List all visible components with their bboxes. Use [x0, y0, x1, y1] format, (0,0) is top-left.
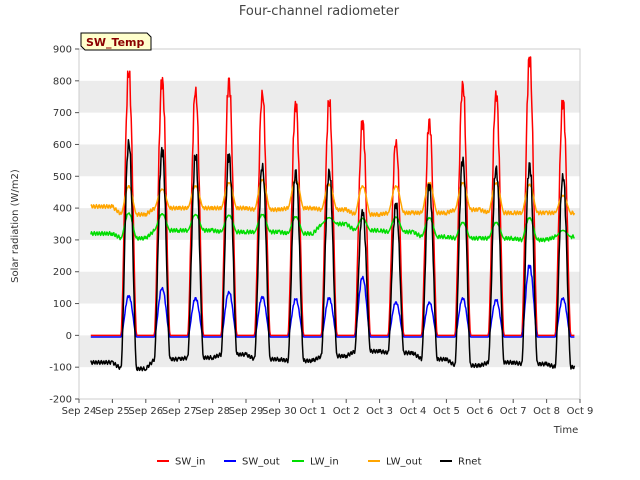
series-lines — [90, 56, 576, 372]
y-tick-label: 0 — [66, 331, 72, 342]
y-tick-label: -100 — [49, 363, 72, 374]
x-tick-label: Sep 30 — [262, 406, 297, 417]
x-tick-label: Oct 8 — [533, 406, 560, 417]
tag-box — [80, 32, 152, 51]
x-tick-label: Oct 2 — [333, 406, 360, 417]
legend-label: LW_in — [310, 457, 339, 468]
y-tick-label: -200 — [49, 395, 72, 406]
x-tick-label: Oct 1 — [299, 406, 326, 417]
series-line-sw-out — [90, 264, 575, 338]
y-tick-label: 100 — [53, 299, 72, 310]
legend-label: LW_out — [386, 457, 422, 468]
y-tick-label: 800 — [53, 76, 72, 87]
x-tick-label: Oct 7 — [500, 406, 527, 417]
x-tick-label: Sep 28 — [195, 406, 230, 417]
x-tick-label: Oct 3 — [366, 406, 393, 417]
grid-band — [79, 335, 580, 368]
tag-label: SW_Temp — [86, 36, 145, 49]
y-tick-label: 700 — [53, 108, 72, 119]
series-line-sw-in — [90, 56, 575, 337]
y-tick-label: 300 — [53, 235, 72, 246]
legend: SW_in SW_out LW_in LW_out Rnet — [157, 457, 481, 468]
series-line-rnet — [90, 138, 576, 372]
x-tick-label: Sep 25 — [95, 406, 130, 417]
plot-frame — [78, 48, 581, 400]
x-tick-label: Sep 27 — [162, 406, 197, 417]
legend-label: SW_in — [175, 457, 205, 468]
x-axis-title: Time — [553, 425, 578, 436]
sw-temp-tag: SW_Temp — [80, 32, 152, 51]
x-tick-label: Oct 9 — [567, 406, 594, 417]
legend-label: Rnet — [458, 457, 481, 468]
x-tick-label: Sep 26 — [128, 406, 163, 417]
x-tick-label: Oct 6 — [466, 406, 493, 417]
grid-band — [79, 80, 580, 113]
y-tick-label: 600 — [53, 140, 72, 151]
x-tick-label: Oct 4 — [400, 406, 427, 417]
y-axis-title: Solar radiation (W/m2) — [10, 169, 21, 283]
legend-label: SW_out — [242, 457, 280, 468]
y-tick-label: 500 — [53, 172, 72, 183]
x-tick-label: Oct 5 — [433, 406, 460, 417]
y-tick-label: 900 — [53, 45, 72, 56]
y-tick-label: 200 — [53, 267, 72, 278]
x-tick-label: Sep 24 — [62, 406, 97, 417]
x-tick-label: Sep 29 — [229, 406, 264, 417]
y-axis: -200 -100 0 100 200 300 400 500 600 700 800 900 — [49, 45, 79, 406]
chart-title: Four-channel radiometer — [239, 4, 400, 19]
y-tick-label: 400 — [53, 204, 72, 215]
